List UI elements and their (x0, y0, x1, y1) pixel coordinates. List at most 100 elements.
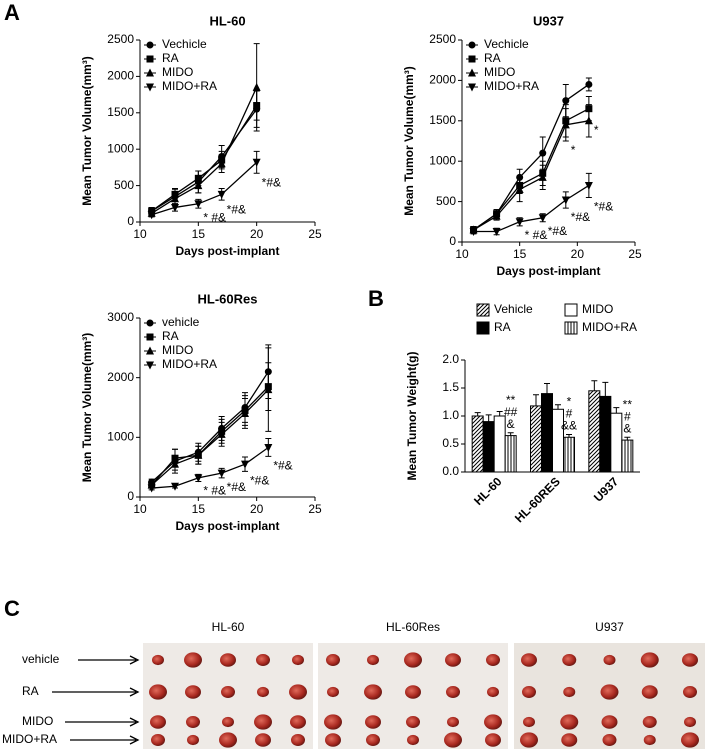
x-axis-label: Days post-implant (175, 244, 279, 258)
marker (515, 218, 524, 227)
tumor (600, 684, 619, 700)
error-bar (544, 383, 550, 394)
tumor (184, 652, 202, 668)
y-axis-label: Mean Tumor Volume(mm³) (80, 333, 94, 483)
tumor (220, 653, 236, 667)
arrow (70, 735, 140, 745)
x-tick-label: 20 (571, 247, 585, 261)
x-tick-label: 15 (513, 247, 527, 261)
tumor (563, 686, 576, 698)
marker (146, 41, 154, 49)
x-tick-label: 10 (455, 247, 469, 261)
bar-label: ** (506, 393, 516, 407)
marker (147, 484, 156, 493)
marker (252, 82, 261, 91)
row-label: MIDO (22, 714, 53, 728)
marker (468, 55, 476, 63)
marker (264, 443, 273, 452)
marker (492, 227, 501, 236)
tumor (292, 654, 304, 666)
chart-title: HL-60Res (198, 291, 258, 306)
tumor (601, 715, 618, 729)
tumor (150, 715, 166, 729)
tumor (681, 732, 699, 748)
marker (469, 227, 478, 236)
y-tick-label: 2000 (107, 370, 134, 384)
bar-label: ## (504, 405, 518, 419)
bar (493, 415, 506, 473)
bar (588, 390, 601, 473)
point-label: *#& (548, 224, 567, 238)
marker (146, 333, 154, 341)
legend-label: MIDO+RA (484, 79, 539, 93)
y-tick-label: 0 (127, 489, 134, 503)
marker (538, 214, 547, 223)
x-tick-label: HL-60RES (512, 474, 563, 525)
tumor (521, 653, 537, 667)
tumor (405, 685, 421, 699)
point-label: * #& (525, 228, 548, 242)
bar (610, 412, 623, 473)
legend-swatch (564, 303, 578, 317)
bar-label: ** (623, 397, 633, 411)
marker (194, 200, 203, 209)
tumor (255, 733, 271, 747)
panel-label: A (4, 0, 20, 25)
marker (584, 116, 593, 125)
error-bar (555, 404, 561, 410)
legend-label: MIDO (582, 302, 613, 316)
bar-label: & (507, 417, 515, 431)
tumor (367, 654, 379, 666)
tumor (254, 714, 272, 730)
marker (538, 172, 547, 181)
point-label: * #& (203, 210, 226, 224)
bar (471, 415, 484, 473)
tumor (640, 652, 659, 668)
y-tick-label: 1.0 (442, 408, 459, 422)
series-line (473, 108, 590, 231)
marker (171, 459, 179, 468)
error-bar (602, 381, 609, 397)
tumor (562, 654, 577, 666)
bar (563, 436, 575, 473)
x-tick-label: 15 (192, 227, 206, 241)
arrow (78, 655, 140, 665)
legend-swatch (476, 303, 490, 317)
y-tick-label: 500 (114, 178, 134, 192)
marker (194, 450, 203, 459)
tumor (257, 686, 269, 698)
marker (146, 83, 154, 92)
marker (171, 203, 179, 212)
point-label: * (571, 143, 576, 157)
y-tick-label: 0.5 (442, 436, 459, 450)
bar (621, 439, 634, 473)
series-line (151, 371, 269, 483)
tumor (684, 716, 696, 728)
y-axis-label: Mean Tumor Weight(g) (405, 352, 419, 481)
marker (585, 80, 593, 88)
legend-label: MIDO (162, 343, 193, 357)
x-tick-label: 15 (192, 502, 206, 516)
marker (584, 181, 593, 190)
chart-title: HL-60 (209, 13, 245, 28)
tumor (291, 734, 305, 746)
y-tick-label: 1000 (107, 430, 134, 444)
marker (147, 211, 156, 220)
x-tick-label: 25 (308, 227, 322, 241)
x-tick-label: 10 (133, 227, 147, 241)
marker (217, 429, 226, 438)
legend-label: RA (162, 51, 179, 65)
tumor (682, 653, 698, 667)
marker (217, 469, 226, 478)
tumor (365, 715, 381, 729)
series-line (473, 184, 590, 233)
marker (194, 474, 203, 483)
tumor (222, 716, 234, 728)
tumor (522, 686, 536, 698)
y-tick-label: 1.5 (442, 380, 459, 394)
marker (468, 83, 476, 92)
bar-label: * (567, 395, 572, 409)
marker (241, 408, 249, 417)
point-label: *#& (571, 210, 590, 224)
series-line (151, 386, 269, 486)
